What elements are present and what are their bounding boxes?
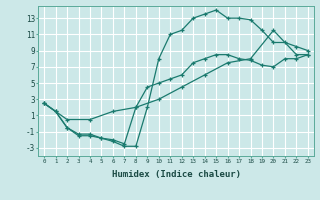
X-axis label: Humidex (Indice chaleur): Humidex (Indice chaleur) — [111, 170, 241, 179]
